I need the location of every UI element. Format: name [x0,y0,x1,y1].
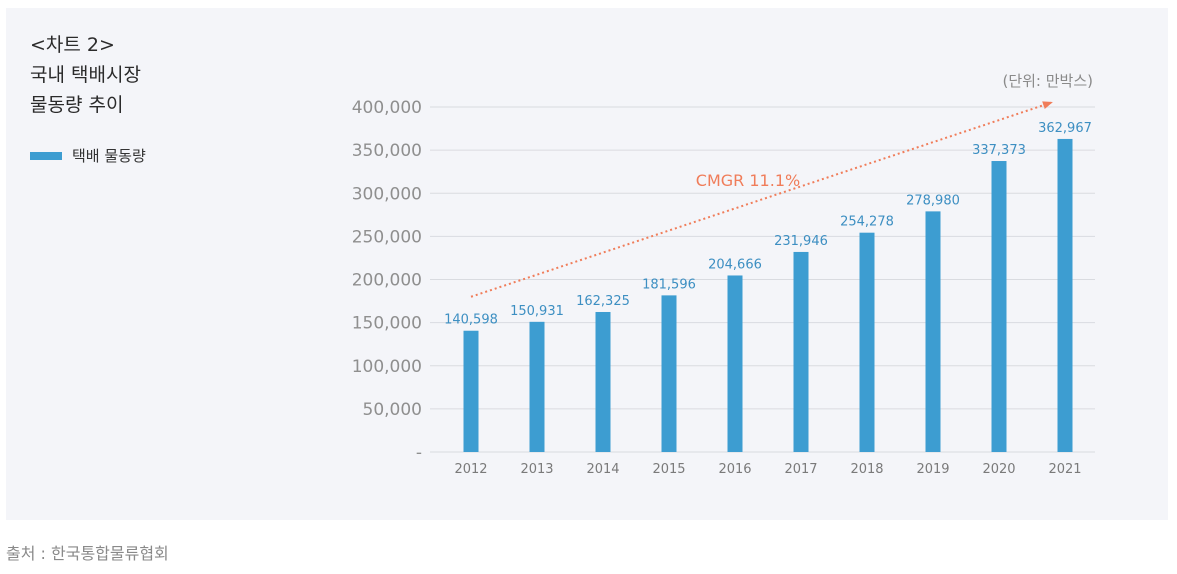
bar-value-label: 140,598 [444,313,498,328]
bar-value-label: 231,946 [774,234,828,249]
x-tick-label: 2014 [586,462,619,477]
bar [991,161,1007,452]
source-note: 출처 : 한국통합물류협회 [6,544,169,563]
bar-value-label: 162,325 [576,294,630,309]
bar-value-label: 204,666 [708,257,762,272]
bar-value-label: 337,373 [972,143,1026,158]
bar [859,232,875,452]
y-tick-label: 400,000 [352,98,422,118]
x-tick-label: 2016 [718,462,751,477]
x-tick-label: 2018 [850,462,883,477]
bar [925,211,941,452]
bar [1057,138,1073,452]
y-tick-label: 100,000 [352,357,422,377]
bar [661,295,677,452]
chart-title-line-2: 국내 택배시장 [30,64,141,86]
legend-label: 택배 물동량 [72,147,146,165]
chart-title-line-1: <차트 2> [30,34,115,56]
bar [529,321,545,452]
bar-value-label: 278,980 [906,193,960,208]
x-tick-label: 2015 [652,462,685,477]
trend-arrow [470,101,1053,298]
bar [463,330,479,452]
bar [727,275,743,452]
legend: 택배 물동량 [30,145,146,166]
y-tick-label: 200,000 [352,271,422,291]
y-tick-label: 150,000 [352,314,422,334]
x-tick-label: 2020 [982,462,1015,477]
y-tick-label: 300,000 [352,184,422,204]
unit-label: (단위: 만박스) [1002,72,1093,90]
cmgr-annotation: CMGR 11.1% [696,171,800,190]
y-tick-label: 350,000 [352,141,422,161]
chart-title: <차트 2> 국내 택배시장 물동량 추이 [30,30,141,120]
x-tick-label: 2019 [916,462,949,477]
y-tick-label: 250,000 [352,227,422,247]
chart-panel [6,8,1168,520]
x-tick-label: 2012 [454,462,487,477]
bar-value-label: 150,931 [510,304,564,319]
y-tick-label: 50,000 [363,400,422,420]
legend-swatch [30,151,62,160]
x-tick-label: 2013 [520,462,553,477]
y-tick-label: - [416,443,422,463]
bar-value-label: 362,967 [1038,121,1092,136]
chart-title-line-3: 물동량 추이 [30,94,124,116]
bar-value-label: 181,596 [642,277,696,292]
bar-value-label: 254,278 [840,215,894,230]
x-tick-label: 2017 [784,462,817,477]
bar [595,311,611,452]
bar [793,251,809,452]
x-tick-label: 2021 [1048,462,1081,477]
